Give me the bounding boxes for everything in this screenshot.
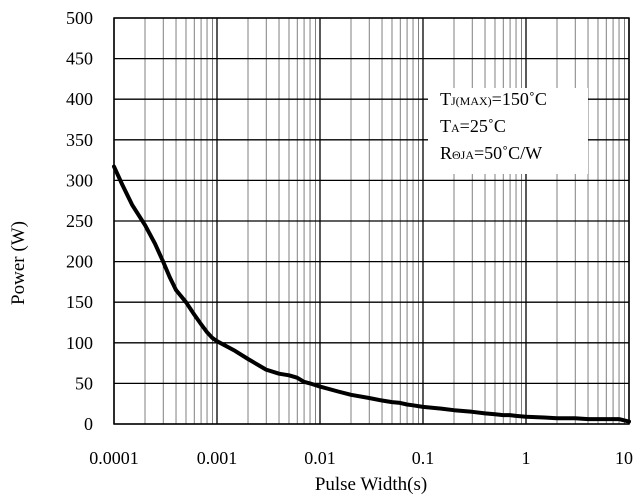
annotation-tj: TJ(MAX)=150˚C — [440, 89, 547, 109]
plot-frame — [113, 17, 630, 425]
grid — [113, 17, 630, 425]
y-tick-label: 450 — [66, 49, 93, 69]
plot-series — [112, 164, 631, 424]
tick-labels: 0 50 100 150 200 250 300 350 400 450 500 0.0001 0.00… — [66, 8, 633, 468]
y-tick-label: 250 — [66, 211, 93, 231]
x-tick-label: 10 — [615, 448, 633, 468]
y-tick-label: 100 — [66, 333, 93, 353]
x-tick-label: 0.01 — [304, 448, 336, 468]
x-tick-label: 0.1 — [412, 448, 435, 468]
annotation-ta: TA=25˚C — [440, 116, 506, 136]
power-curve-line — [112, 164, 631, 424]
y-tick-label: 350 — [66, 130, 93, 150]
annotation-rthja: RΘJA=50˚C/W — [440, 143, 542, 163]
y-tick-label: 500 — [66, 8, 93, 28]
x-tick-label: 0.001 — [197, 448, 238, 468]
y-tick-label: 400 — [66, 89, 93, 109]
y-tick-label: 300 — [66, 170, 93, 190]
x-tick-label: 1 — [522, 448, 531, 468]
y-tick-label: 200 — [66, 252, 93, 272]
x-axis-label: Pulse Width(s) — [315, 474, 427, 495]
y-axis-label: Power (W) — [8, 221, 29, 305]
y-tick-label: 150 — [66, 292, 93, 312]
annotation-box: TJ(MAX)=150˚C TA=25˚C RΘJA=50˚C/W — [428, 88, 588, 174]
y-tick-label: 0 — [84, 414, 93, 434]
x-tick-label: 0.0001 — [89, 448, 139, 468]
y-tick-label: 50 — [75, 373, 93, 393]
